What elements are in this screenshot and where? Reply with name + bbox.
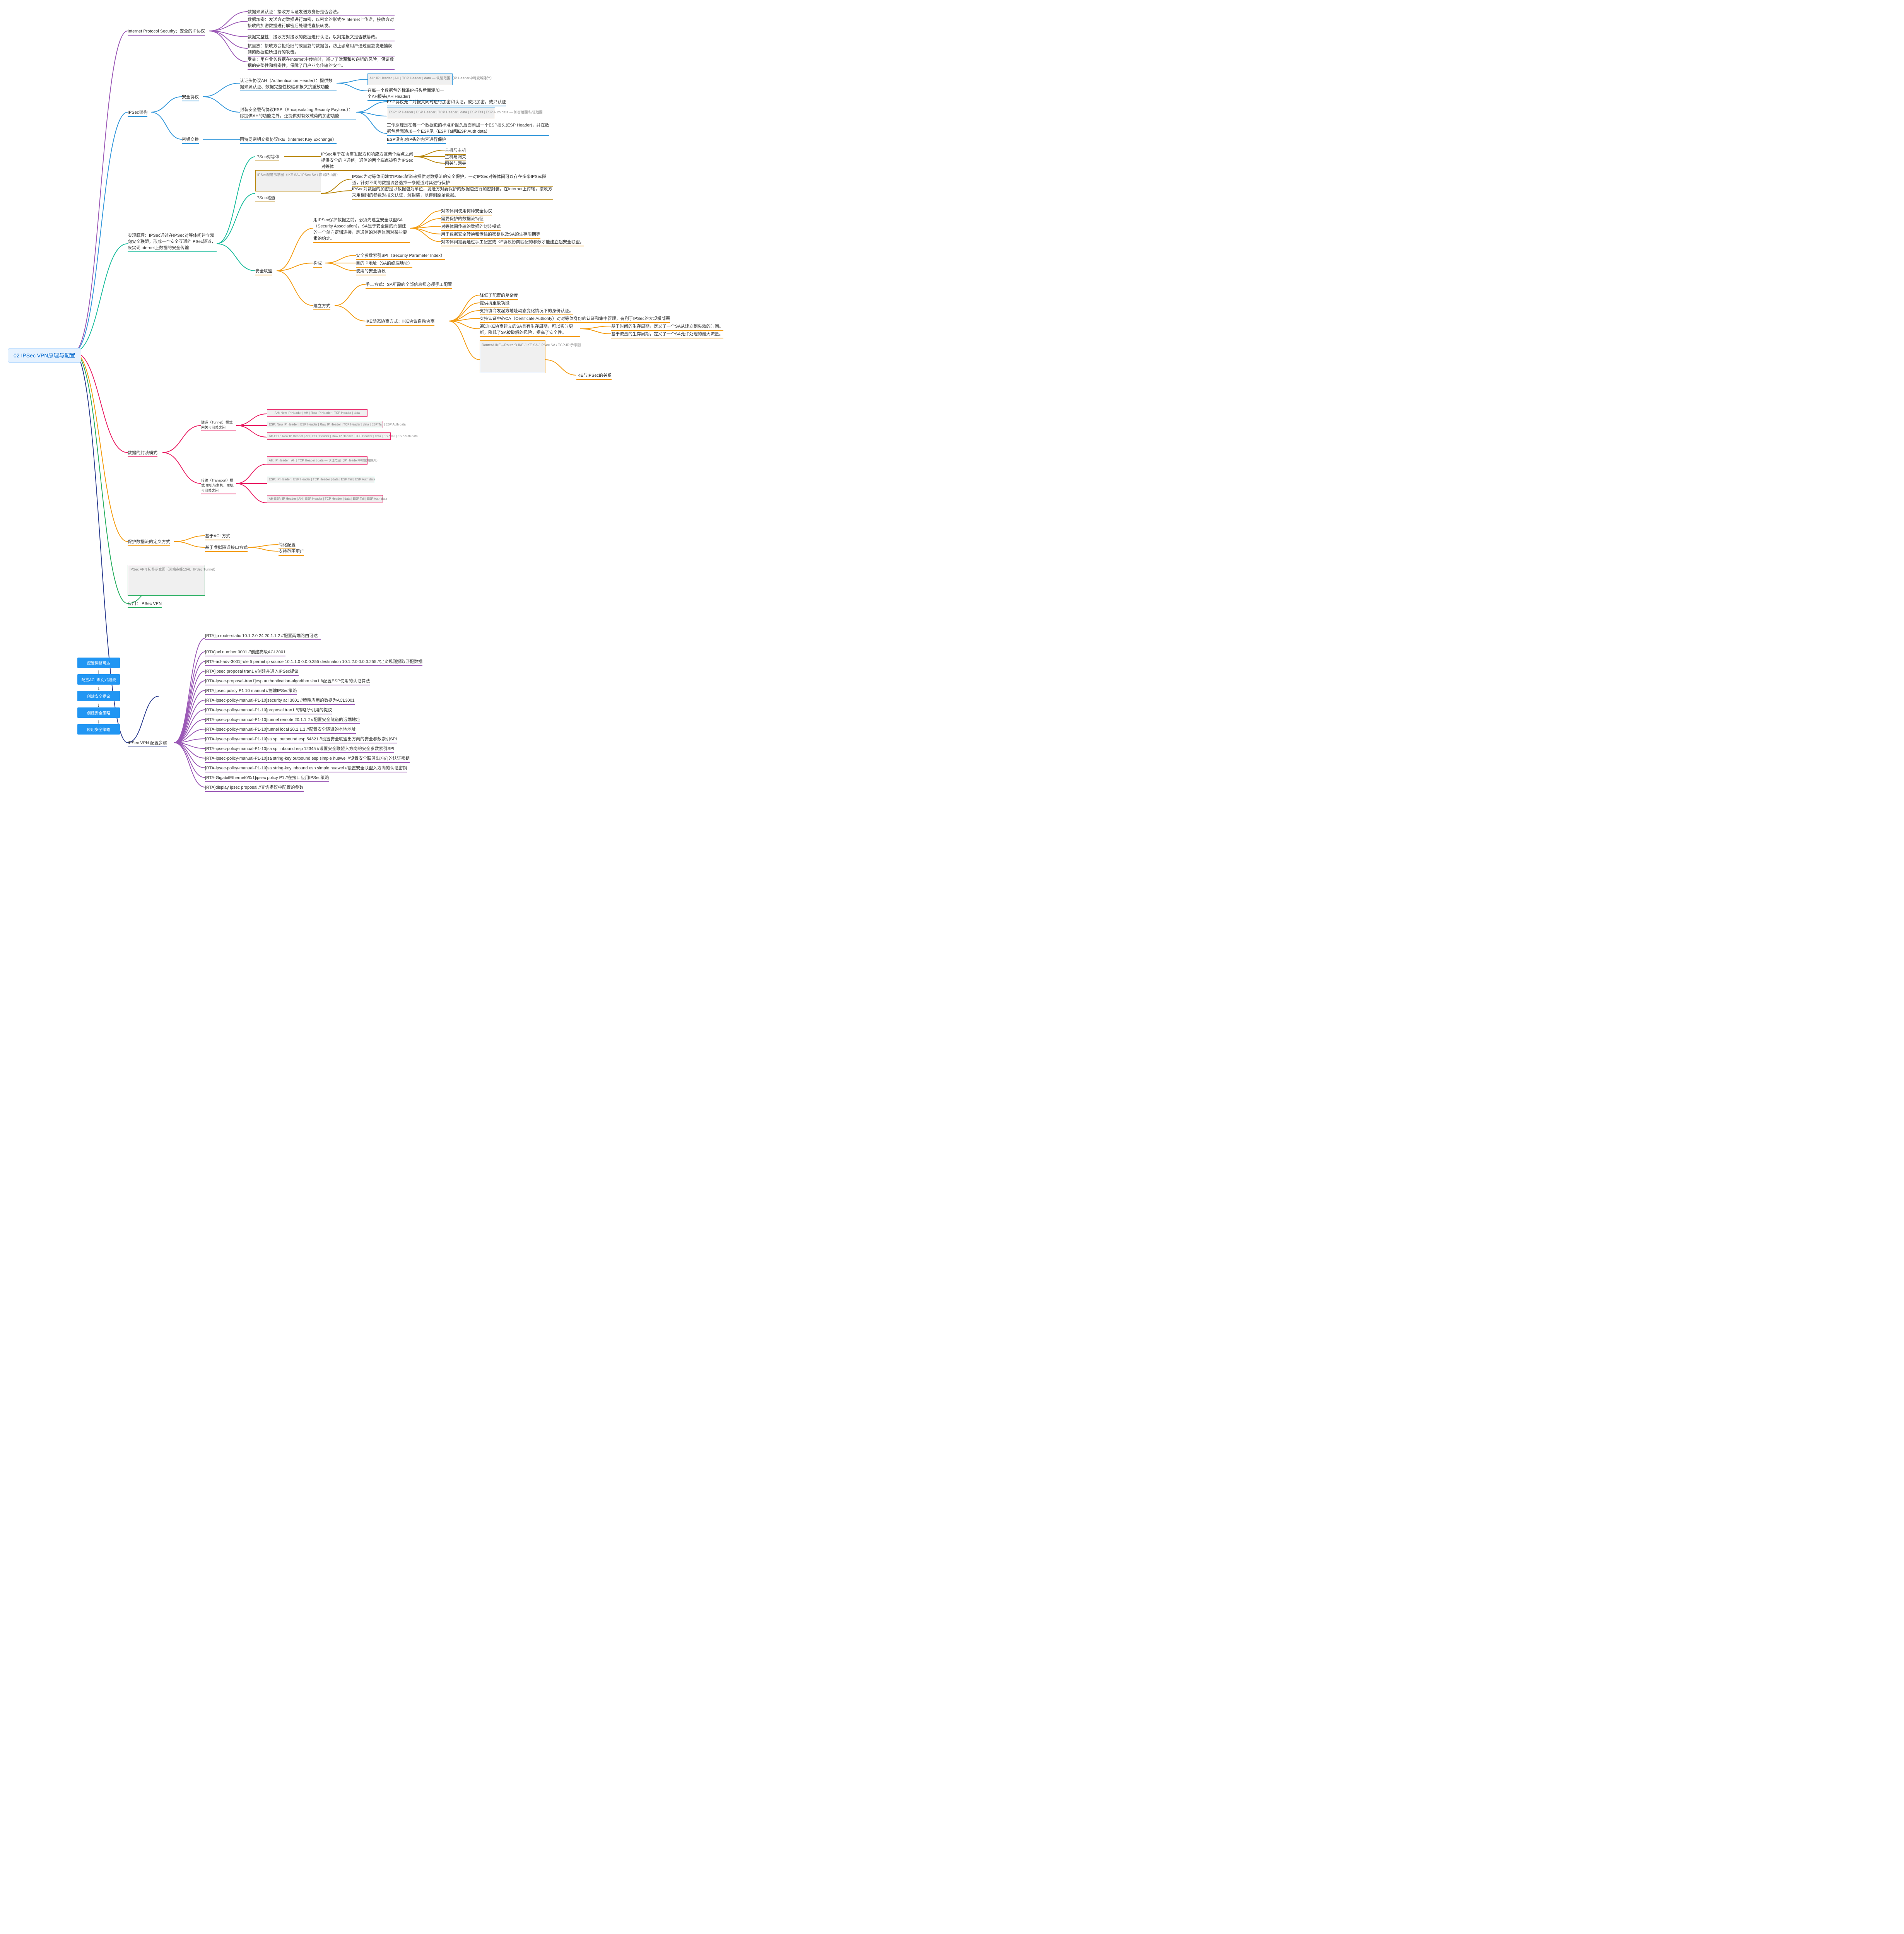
sa-c1: 目的IP地址（SA的终端地址）: [356, 260, 412, 268]
cmd-3: [RTA]ipsec proposal tran1 //创建并进入IPSec提议: [205, 668, 299, 676]
sa-i3: 用于数据安全转换和传输的密钥以及SA的生存周期等: [441, 231, 540, 239]
prin-tunnel: IPSec隧道: [255, 195, 275, 202]
cmd-15: [RTA]display ipsec proposal //查询提议中配置的参数: [205, 784, 304, 792]
flow-acl: 基于ACL方式: [205, 533, 230, 540]
step-2: 创建安全提议: [77, 691, 120, 701]
cmd-12: [RTA-ipsec-policy-manual-P1-10]sa string…: [205, 755, 410, 763]
cmd-0: [RTA]ip route-static 10.1.2.0 24 20.1.1.…: [205, 632, 321, 640]
arch-ah-img: AH: IP Header | AH | TCP Header | data —…: [367, 73, 453, 85]
sa-comp: 构成: [313, 260, 322, 268]
l1-ipsec-def: Internet Protocol Security：安全的IP协议: [128, 28, 205, 36]
l1-arch: IPSec架构: [128, 109, 147, 117]
ike-i2: 支持协商发起方地址动态变化情况下的身份认证。: [480, 308, 573, 315]
ike-i0: 降低了配置的复杂度: [480, 292, 518, 300]
step-0: 配置网络可达: [77, 658, 120, 668]
cmd-13: [RTA-ipsec-policy-manual-P1-10]sa string…: [205, 765, 407, 772]
cfg-steps-diagram: 配置网络可达 ↓ 配置ACL识别兴趣流 ↓ 创建安全提议 ↓ 创建安全策略 ↓ …: [77, 658, 120, 736]
ike-i3: 支持认证中心CA（Certificate Authority）对对等体身份的认证…: [480, 315, 670, 323]
l1-app: 应用：IPSec VPN: [128, 600, 162, 608]
arch-secproto: 安全协议: [182, 94, 199, 101]
prin-peer: IPSec对等体: [255, 154, 279, 161]
sa-i0: 对等体间使用何种安全协议: [441, 208, 492, 215]
arch-esp-img: ESP: IP Header | ESP Header | TCP Header…: [387, 108, 495, 119]
cmd-10: [RTA-ipsec-policy-manual-P1-10]sa spi ou…: [205, 736, 397, 743]
ike-rel-img: RouterA IKE↔RouterB IKE / IKE SA / IPSec…: [480, 340, 545, 373]
cmd-8: [RTA-ipsec-policy-manual-P1-10]tunnel re…: [205, 716, 360, 724]
cmd-11: [RTA-ipsec-policy-manual-P1-10]sa spi in…: [205, 745, 394, 753]
arch-esp-d3: ESP没有对IP头的内容进行保护: [387, 136, 446, 144]
encap-t-ah: AH: New IP Header | AH | Raw IP Header |…: [267, 409, 367, 417]
def-1: 数据加密：发送方对数据进行加密，以密文的形式在Internet上传送，接收方对接…: [248, 16, 395, 30]
flow-vif: 基于虚拟隧道接口方式: [205, 544, 248, 552]
prin-sa: 安全联盟: [255, 268, 272, 275]
encap-t-ahesp: AH-ESP: New IP Header | AH | ESP Header …: [267, 432, 391, 440]
sa-manual: 手工方式：SA所需的全部信息都必须手工配置: [366, 281, 452, 289]
prin-tun-d1: IPSec为对等体间建立IPSec隧道来提供对数据流的安全保护，一对IPSec对…: [352, 173, 553, 187]
prin-peer-desc: IPSec用于在协商发起方和响应方这两个端点之间提供安全的IP通信，通信的两个端…: [321, 151, 414, 171]
def-3: 抗重放：接收方会拒绝旧的或重复的数据包，防止恶意用户通过重复发送捕获到的数据包所…: [248, 43, 395, 56]
cmd-4: [RTA-ipsec-proposal-tran1]esp authentica…: [205, 678, 370, 685]
encap-trans: 传输（Transport）模式 主机与主机、主机与网关之间: [201, 478, 236, 494]
l1-encap: 数据的封装模式: [128, 449, 157, 457]
arch-key: 密钥交换: [182, 136, 199, 144]
arrow-down-icon: ↓: [77, 719, 120, 723]
l1-principle: 实现原理：IPSec通过在IPSec对等体间建立双向安全联盟，形成一个安全互通的…: [128, 232, 217, 252]
encap-r-esp: ESP: IP Header | ESP Header | TCP Header…: [267, 476, 375, 483]
prin-tun-d2: IPSec对数据的加密是以数据包为单位，发送方对要保护的数据包进行加密封装，在I…: [352, 186, 553, 200]
cmd-6: [RTA-ipsec-policy-manual-P1-10]security …: [205, 697, 355, 705]
sa-i4: 对等体间需要通过手工配置或IKE协议协商匹配的参数才能建立起安全联盟。: [441, 239, 584, 246]
life-0: 基于时间的生存周期，定义了一个SA从建立到失效的时间。: [611, 323, 723, 331]
cmd-9: [RTA-ipsec-policy-manual-P1-10]tunnel lo…: [205, 726, 356, 734]
arrow-down-icon: ↓: [77, 670, 120, 673]
step-3: 创建安全策略: [77, 707, 120, 718]
prin-peer-2: 网关与网关: [445, 160, 466, 168]
cmd-1: [RTA]acl number 3001 //创建高级ACL3001: [205, 649, 285, 656]
step-1: 配置ACL识别兴趣流: [77, 674, 120, 685]
prin-tunnel-img: IPSec隧道示意图（IKE SA / IPSec SA / 两端路由器）: [255, 170, 321, 191]
prin-sa-desc: 用IPSec保护数据之前，必须先建立安全联盟SA（Security Associ…: [313, 217, 410, 243]
l1-flow: 保护数据流的定义方式: [128, 538, 170, 546]
arch-esp-d1: ESP协议允许对报文同时进行加密和认证，或只加密，或只认证: [387, 99, 506, 106]
step-4: 应用安全策略: [77, 724, 120, 735]
encap-r-ahesp: AH-ESP: IP Header | AH | ESP Header | TC…: [267, 495, 383, 502]
sa-i2: 对等体间传输的数据的封装模式: [441, 223, 501, 231]
cmd-2: [RTA-acl-adv-3001]rule 5 permit ip sourc…: [205, 658, 422, 666]
cmd-5: [RTA]ipsec policy P1 10 manual //创建IPSec…: [205, 687, 297, 695]
ike-i1: 提供抗重放功能: [480, 300, 509, 308]
encap-tunnel: 隧道（Tunnel）模式 网关与网关之间: [201, 420, 236, 431]
root-node: 02 IPSec VPN原理与配置: [8, 348, 81, 363]
cmd-7: [RTA-ipsec-policy-manual-P1-10]proposal …: [205, 707, 332, 714]
sa-ike: IKE动态协商方式：IKE协议自动协商: [366, 318, 434, 326]
arch-ah: 认证头协议AH（Authentication Header）：提供数据来源认证、…: [240, 77, 337, 91]
encap-t-esp: ESP: New IP Header | ESP Header | Raw IP…: [267, 421, 383, 428]
ike-rel: IKE与IPSec的关系: [576, 372, 612, 380]
app-img: IPSec VPN 拓扑示意图（两站点经公网，IPSec Tunnel）: [128, 565, 205, 596]
cmd-14: [RTA-GigabitEthernet0/0/1]ipsec policy P…: [205, 774, 329, 782]
ike-i4: 通过IKE协商建立的SA具有生存周期，可以实时更新，降低了SA被破解的风险，提高…: [480, 323, 580, 337]
sa-i1: 需要保护的数据流特征: [441, 215, 484, 223]
arch-ike: 因特网密钥交换协议IKE（Internet Key Exchange）: [240, 136, 337, 144]
encap-r-ah: AH: IP Header | AH | TCP Header | data —…: [267, 456, 367, 465]
def-4: 受益：用户业务数据在Internet中传输时，减少了泄漏和被窃听的风险，保证数据…: [248, 56, 395, 70]
arrow-down-icon: ↓: [77, 686, 120, 690]
arch-esp: 封装安全载荷协议ESP（Encapsulating Security Paylo…: [240, 106, 356, 120]
def-0: 数据来源认证：接收方认证发送方身份是否合法。: [248, 9, 395, 16]
sa-c2: 使用的安全协议: [356, 268, 386, 275]
sa-build: 建立方式: [313, 302, 330, 310]
def-2: 数据完整性：接收方对接收的数据进行认证，以判定报文是否被篡改。: [248, 34, 395, 41]
arrow-down-icon: ↓: [77, 703, 120, 707]
arch-esp-d2: 工作原理是在每一个数据包的标准IP报头后面添加一个ESP报头(ESP Heade…: [387, 122, 549, 136]
flow-v1: 支持范围更广: [279, 548, 304, 556]
l1-cfg: IPSec VPN 配置步骤: [128, 740, 167, 747]
life-1: 基于流量的生存周期，定义了一个SA允许处理的最大流量。: [611, 331, 723, 338]
sa-c0: 安全参数索引SPI（Security Parameter Index）: [356, 252, 445, 260]
